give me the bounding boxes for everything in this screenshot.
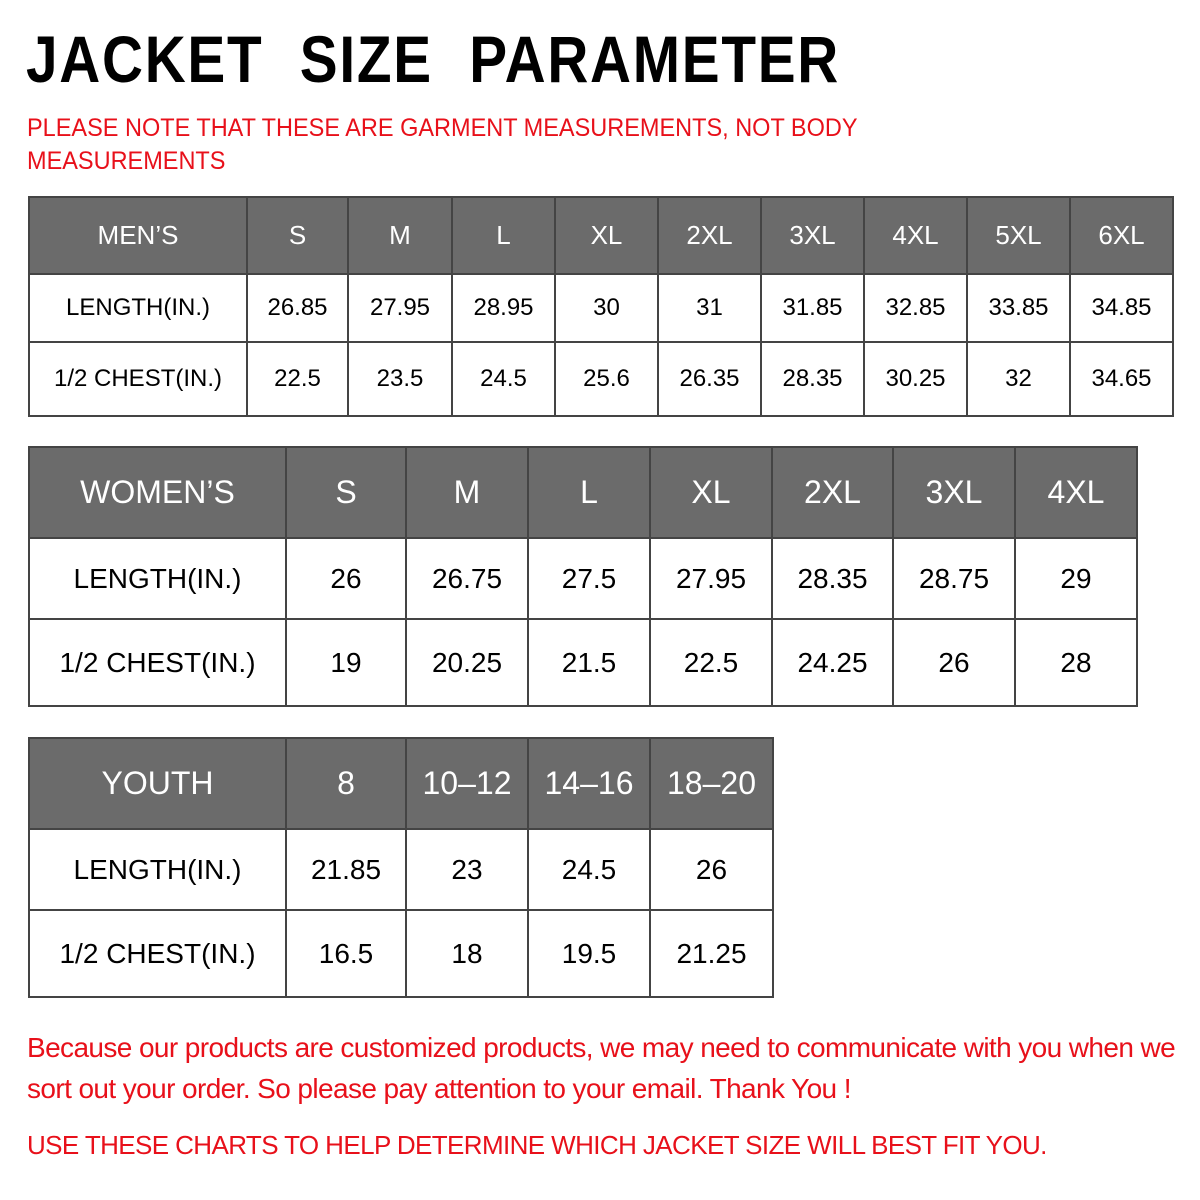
measurement-cell: 16.5 — [287, 911, 407, 998]
page-title: JACKET SIZE PARAMETER — [26, 22, 841, 96]
measurement-cell: 24.25 — [773, 620, 894, 707]
womens-size-table: WOMEN’S S M L XL 2XL 3XL 4XL LENGTH(IN.) 26 26.75 2… — [28, 446, 1138, 707]
measurement-cell: 21.5 — [529, 620, 651, 707]
measurement-cell: 24.5 — [529, 830, 651, 911]
measurement-cell: 21.85 — [287, 830, 407, 911]
size-header: 3XL — [762, 198, 865, 275]
measurement-cell: 26.75 — [407, 539, 529, 620]
size-header: 4XL — [1016, 448, 1138, 539]
size-header: 18–20 — [651, 739, 774, 830]
measurement-cell: 28.75 — [894, 539, 1016, 620]
measurement-cell: 26.85 — [248, 275, 349, 343]
measurement-cell: 19 — [287, 620, 407, 707]
size-header: S — [248, 198, 349, 275]
measurement-note: PLEASE NOTE THAT THESE ARE GARMENT MEASU… — [27, 114, 858, 175]
row-label: 1/2 CHEST(IN.) — [30, 620, 287, 707]
measurement-cell: 28.35 — [773, 539, 894, 620]
size-header: 2XL — [773, 448, 894, 539]
size-header: 2XL — [659, 198, 762, 275]
size-header: 14–16 — [529, 739, 651, 830]
size-header: XL — [556, 198, 659, 275]
measurement-cell: 34.85 — [1071, 275, 1174, 343]
measurement-cell: 28.35 — [762, 343, 865, 417]
measurement-cell: 32 — [968, 343, 1071, 417]
mens-size-table: MEN’S S M L XL 2XL 3XL 4XL 5XL 6XL LENGTH(IN.) 26.8… — [28, 196, 1174, 417]
measurement-cell: 28.95 — [453, 275, 556, 343]
size-header: L — [453, 198, 556, 275]
measurement-cell: 27.95 — [349, 275, 453, 343]
row-label: LENGTH(IN.) — [30, 275, 248, 343]
footer-note: USE THESE CHARTS TO HELP DETERMINE WHICH… — [27, 1130, 1047, 1160]
size-header: L — [529, 448, 651, 539]
size-header: 8 — [287, 739, 407, 830]
size-header: 10–12 — [407, 739, 529, 830]
measurement-cell: 26 — [894, 620, 1016, 707]
measurement-cell: 31 — [659, 275, 762, 343]
measurement-cell: 26.35 — [659, 343, 762, 417]
measurement-cell: 29 — [1016, 539, 1138, 620]
measurement-cell: 22.5 — [248, 343, 349, 417]
measurement-cell: 21.25 — [651, 911, 774, 998]
row-label: LENGTH(IN.) — [30, 830, 287, 911]
row-label: LENGTH(IN.) — [30, 539, 287, 620]
measurement-cell: 23.5 — [349, 343, 453, 417]
customization-message: Because our products are customized prod… — [27, 1032, 1176, 1104]
table-title: MEN’S — [30, 198, 248, 275]
measurement-cell: 25.6 — [556, 343, 659, 417]
measurement-cell: 26 — [287, 539, 407, 620]
measurement-cell: 26 — [651, 830, 774, 911]
table-title: WOMEN’S — [30, 448, 287, 539]
measurement-cell: 28 — [1016, 620, 1138, 707]
size-header: 4XL — [865, 198, 968, 275]
measurement-cell: 31.85 — [762, 275, 865, 343]
measurement-cell: 23 — [407, 830, 529, 911]
measurement-cell: 34.65 — [1071, 343, 1174, 417]
size-header: 5XL — [968, 198, 1071, 275]
size-header: 3XL — [894, 448, 1016, 539]
measurement-cell: 30 — [556, 275, 659, 343]
size-header: XL — [651, 448, 773, 539]
measurement-cell: 27.95 — [651, 539, 773, 620]
size-header: M — [349, 198, 453, 275]
measurement-cell: 19.5 — [529, 911, 651, 998]
table-title: YOUTH — [30, 739, 287, 830]
size-header: M — [407, 448, 529, 539]
row-label: 1/2 CHEST(IN.) — [30, 911, 287, 998]
measurement-cell: 33.85 — [968, 275, 1071, 343]
measurement-cell: 18 — [407, 911, 529, 998]
measurement-cell: 30.25 — [865, 343, 968, 417]
measurement-cell: 22.5 — [651, 620, 773, 707]
measurement-cell: 24.5 — [453, 343, 556, 417]
measurement-cell: 32.85 — [865, 275, 968, 343]
size-header: 6XL — [1071, 198, 1174, 275]
measurement-cell: 20.25 — [407, 620, 529, 707]
size-header: S — [287, 448, 407, 539]
row-label: 1/2 CHEST(IN.) — [30, 343, 248, 417]
youth-size-table: YOUTH 8 10–12 14–16 18–20 LENGTH(IN.) 21.85 23 2… — [28, 737, 774, 998]
measurement-cell: 27.5 — [529, 539, 651, 620]
